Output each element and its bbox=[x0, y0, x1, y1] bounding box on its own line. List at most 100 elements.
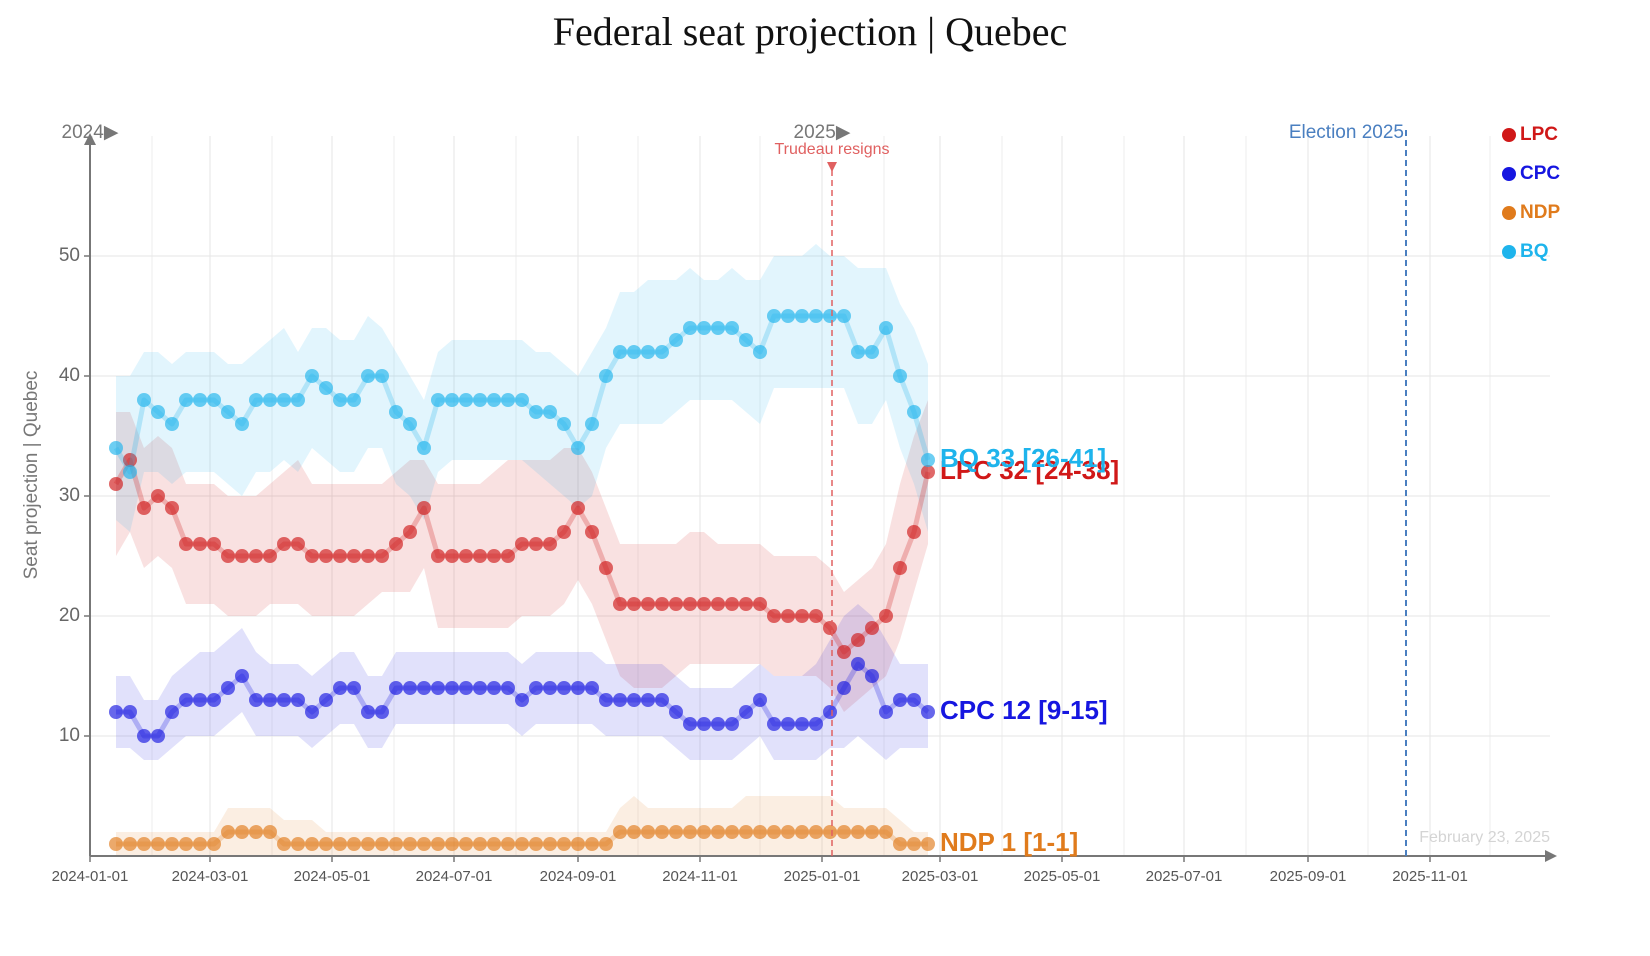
data-point bbox=[165, 417, 179, 431]
data-point bbox=[697, 717, 711, 731]
data-point bbox=[655, 693, 669, 707]
data-point bbox=[585, 837, 599, 851]
data-point bbox=[655, 825, 669, 839]
data-point bbox=[151, 405, 165, 419]
data-point bbox=[123, 453, 137, 467]
data-point bbox=[725, 825, 739, 839]
data-point bbox=[837, 309, 851, 323]
data-point bbox=[123, 705, 137, 719]
data-point bbox=[893, 837, 907, 851]
data-point bbox=[641, 825, 655, 839]
data-point bbox=[459, 681, 473, 695]
x-tick-label: 2025-09-01 bbox=[1270, 868, 1347, 885]
data-point bbox=[781, 609, 795, 623]
data-point bbox=[501, 549, 515, 563]
data-point bbox=[305, 369, 319, 383]
legend-label: LPC bbox=[1520, 124, 1558, 145]
data-point bbox=[319, 381, 333, 395]
data-point bbox=[809, 609, 823, 623]
data-point bbox=[599, 693, 613, 707]
data-point bbox=[333, 681, 347, 695]
data-point bbox=[781, 309, 795, 323]
data-point bbox=[851, 657, 865, 671]
data-point bbox=[417, 441, 431, 455]
data-point bbox=[277, 837, 291, 851]
data-point bbox=[235, 825, 249, 839]
data-point bbox=[347, 549, 361, 563]
data-point bbox=[277, 693, 291, 707]
data-point bbox=[585, 681, 599, 695]
data-point bbox=[193, 837, 207, 851]
data-point bbox=[151, 489, 165, 503]
data-point bbox=[193, 537, 207, 551]
annotation-label: Trudeau resigns bbox=[774, 141, 889, 158]
data-point bbox=[879, 321, 893, 335]
data-point bbox=[739, 825, 753, 839]
data-point bbox=[263, 549, 277, 563]
data-point bbox=[347, 393, 361, 407]
data-point bbox=[823, 825, 837, 839]
data-point bbox=[767, 309, 781, 323]
data-point bbox=[795, 609, 809, 623]
data-point bbox=[473, 681, 487, 695]
data-point bbox=[403, 525, 417, 539]
data-point bbox=[921, 837, 935, 851]
data-point bbox=[291, 393, 305, 407]
data-point bbox=[613, 825, 627, 839]
bands bbox=[116, 244, 928, 856]
data-point bbox=[137, 837, 151, 851]
data-point bbox=[431, 837, 445, 851]
data-point bbox=[669, 597, 683, 611]
x-tick-label: 2025-01-01 bbox=[784, 868, 861, 885]
data-point bbox=[109, 441, 123, 455]
data-point bbox=[263, 393, 277, 407]
data-point bbox=[627, 825, 641, 839]
data-point bbox=[165, 501, 179, 515]
data-point bbox=[655, 345, 669, 359]
data-point bbox=[711, 597, 725, 611]
data-point bbox=[557, 525, 571, 539]
legend-marker bbox=[1502, 167, 1516, 181]
data-point bbox=[361, 837, 375, 851]
x-tick-label: 2025-05-01 bbox=[1024, 868, 1101, 885]
axes: 2024-01-01 2024-03-01 2024-05-01 2024-07-01… bbox=[52, 133, 1557, 885]
data-point bbox=[613, 693, 627, 707]
data-point bbox=[711, 717, 725, 731]
data-point bbox=[683, 825, 697, 839]
y-tick-label: 50 bbox=[59, 245, 80, 266]
data-point bbox=[851, 825, 865, 839]
uncertainty-band bbox=[116, 244, 928, 532]
data-point bbox=[403, 417, 417, 431]
data-point bbox=[781, 825, 795, 839]
data-point bbox=[123, 837, 137, 851]
data-point bbox=[179, 537, 193, 551]
data-point bbox=[571, 441, 585, 455]
data-point bbox=[515, 393, 529, 407]
data-point bbox=[767, 717, 781, 731]
data-point bbox=[655, 597, 669, 611]
data-point bbox=[221, 825, 235, 839]
data-point bbox=[487, 393, 501, 407]
uncertainty-band bbox=[116, 604, 928, 760]
data-point bbox=[753, 597, 767, 611]
data-point bbox=[193, 393, 207, 407]
data-point bbox=[879, 825, 893, 839]
data-point bbox=[375, 549, 389, 563]
data-point bbox=[893, 693, 907, 707]
data-point bbox=[711, 825, 725, 839]
legend-marker bbox=[1502, 206, 1516, 220]
data-point bbox=[235, 549, 249, 563]
data-point bbox=[557, 837, 571, 851]
data-point bbox=[669, 825, 683, 839]
legend-label: NDP bbox=[1520, 202, 1560, 223]
data-point bbox=[487, 681, 501, 695]
data-point bbox=[221, 681, 235, 695]
data-point bbox=[879, 609, 893, 623]
data-point bbox=[459, 837, 473, 851]
data-point bbox=[921, 453, 935, 467]
data-point bbox=[851, 345, 865, 359]
data-point bbox=[291, 693, 305, 707]
data-point bbox=[515, 693, 529, 707]
data-point bbox=[697, 321, 711, 335]
data-point bbox=[179, 837, 193, 851]
